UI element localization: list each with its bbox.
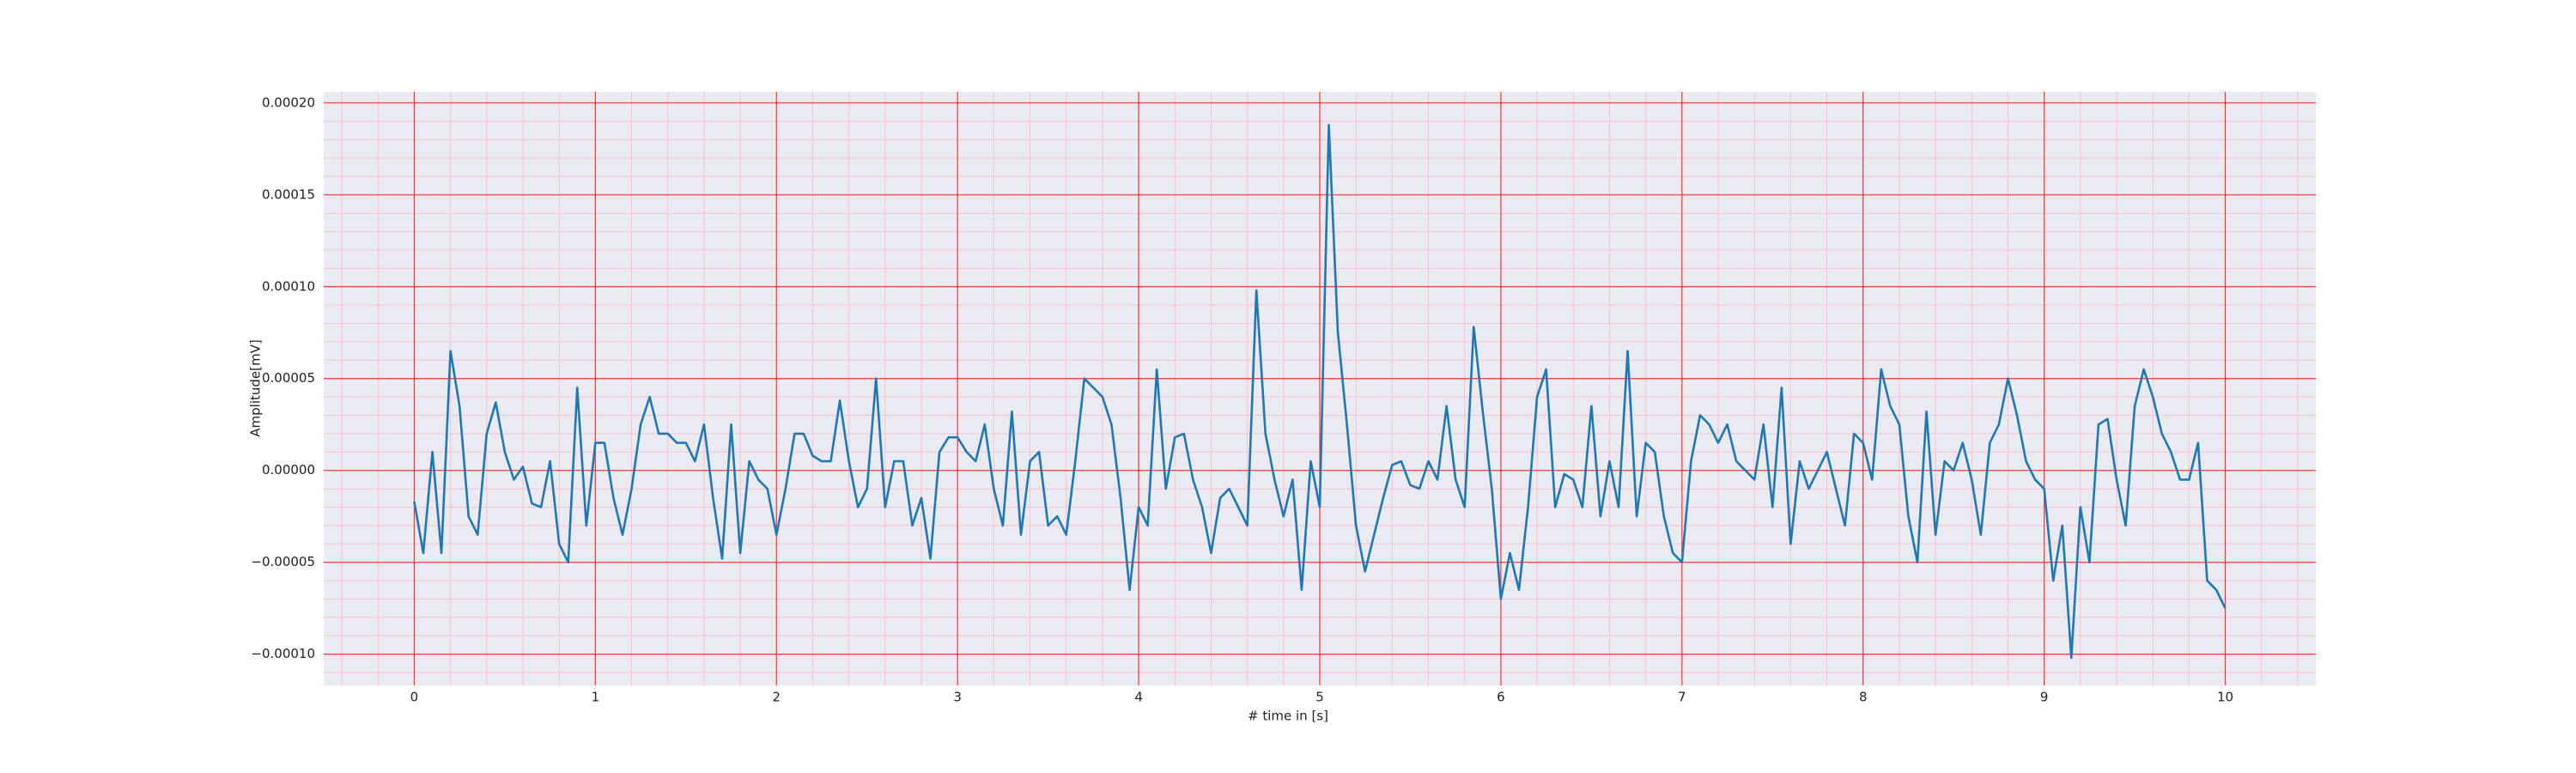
y-axis-label: Amplitude[mV]	[248, 339, 264, 436]
y-tick-label: −0.00005	[251, 554, 315, 569]
y-tick-label: 0.00015	[262, 186, 315, 202]
x-tick-label: 1	[592, 690, 600, 705]
x-tick-label: 8	[1859, 690, 1868, 705]
y-tick-label: 0.00010	[262, 278, 315, 294]
y-tick-label: 0.00020	[262, 94, 315, 110]
x-tick-label: 7	[1678, 690, 1686, 705]
x-axis-label: # time in [s]	[1248, 709, 1328, 724]
x-tick-label: 4	[1134, 690, 1143, 705]
x-tick-label: 3	[953, 690, 962, 705]
y-tick-label: 0.00000	[262, 462, 315, 478]
x-tick-label: 6	[1497, 690, 1505, 705]
x-tick-label: 0	[410, 690, 419, 705]
y-tick-label: 0.00005	[262, 370, 315, 386]
x-tick-label: 10	[2217, 690, 2233, 705]
y-tick-label: −0.00010	[251, 646, 315, 661]
signal-line	[413, 124, 2227, 660]
x-tick-label: 2	[772, 690, 781, 705]
x-tick-label: 5	[1315, 690, 1324, 705]
x-tick-label: 9	[2040, 690, 2049, 705]
